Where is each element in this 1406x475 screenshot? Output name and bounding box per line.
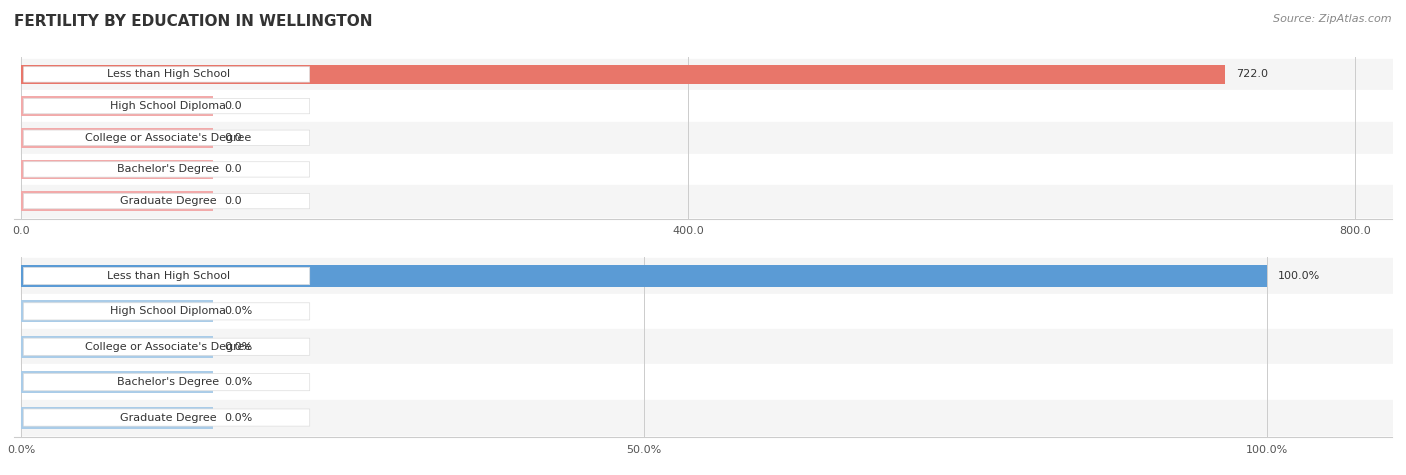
Bar	[21, 336, 212, 358]
Text: FERTILITY BY EDUCATION IN WELLINGTON: FERTILITY BY EDUCATION IN WELLINGTON	[14, 14, 373, 29]
Text: 0.0: 0.0	[224, 196, 242, 206]
Bar	[21, 407, 212, 428]
FancyBboxPatch shape	[24, 303, 309, 320]
Bar	[21, 96, 212, 116]
Text: Graduate Degree: Graduate Degree	[120, 412, 217, 423]
Text: College or Associate's Degree: College or Associate's Degree	[86, 342, 252, 352]
Text: Bachelor's Degree: Bachelor's Degree	[117, 377, 219, 387]
Text: 0.0%: 0.0%	[224, 412, 252, 423]
FancyBboxPatch shape	[24, 193, 309, 209]
FancyBboxPatch shape	[24, 409, 309, 426]
Text: High School Diploma: High School Diploma	[110, 101, 226, 111]
Bar	[21, 265, 1267, 287]
Text: 100.0%: 100.0%	[1278, 271, 1320, 281]
Text: 0.0: 0.0	[224, 164, 242, 174]
FancyBboxPatch shape	[24, 162, 309, 177]
FancyBboxPatch shape	[24, 98, 309, 114]
Bar	[21, 65, 1225, 84]
FancyBboxPatch shape	[24, 130, 309, 145]
Text: Source: ZipAtlas.com: Source: ZipAtlas.com	[1274, 14, 1392, 24]
FancyBboxPatch shape	[24, 373, 309, 391]
FancyBboxPatch shape	[24, 66, 309, 82]
Text: High School Diploma: High School Diploma	[110, 306, 226, 316]
Bar	[21, 371, 212, 393]
Text: Less than High School: Less than High School	[107, 69, 229, 79]
Bar	[21, 128, 212, 148]
Text: 0.0%: 0.0%	[224, 306, 252, 316]
Text: College or Associate's Degree: College or Associate's Degree	[86, 133, 252, 143]
Text: 722.0: 722.0	[1236, 69, 1268, 79]
Bar	[21, 300, 212, 323]
Text: 0.0: 0.0	[224, 101, 242, 111]
FancyBboxPatch shape	[24, 338, 309, 355]
Text: Less than High School: Less than High School	[107, 271, 229, 281]
Text: Bachelor's Degree: Bachelor's Degree	[117, 164, 219, 174]
Bar	[21, 191, 212, 211]
Text: 0.0%: 0.0%	[224, 377, 252, 387]
Text: Graduate Degree: Graduate Degree	[120, 196, 217, 206]
Bar	[21, 160, 212, 179]
Text: 0.0%: 0.0%	[224, 342, 252, 352]
Text: 0.0: 0.0	[224, 133, 242, 143]
FancyBboxPatch shape	[24, 267, 309, 285]
